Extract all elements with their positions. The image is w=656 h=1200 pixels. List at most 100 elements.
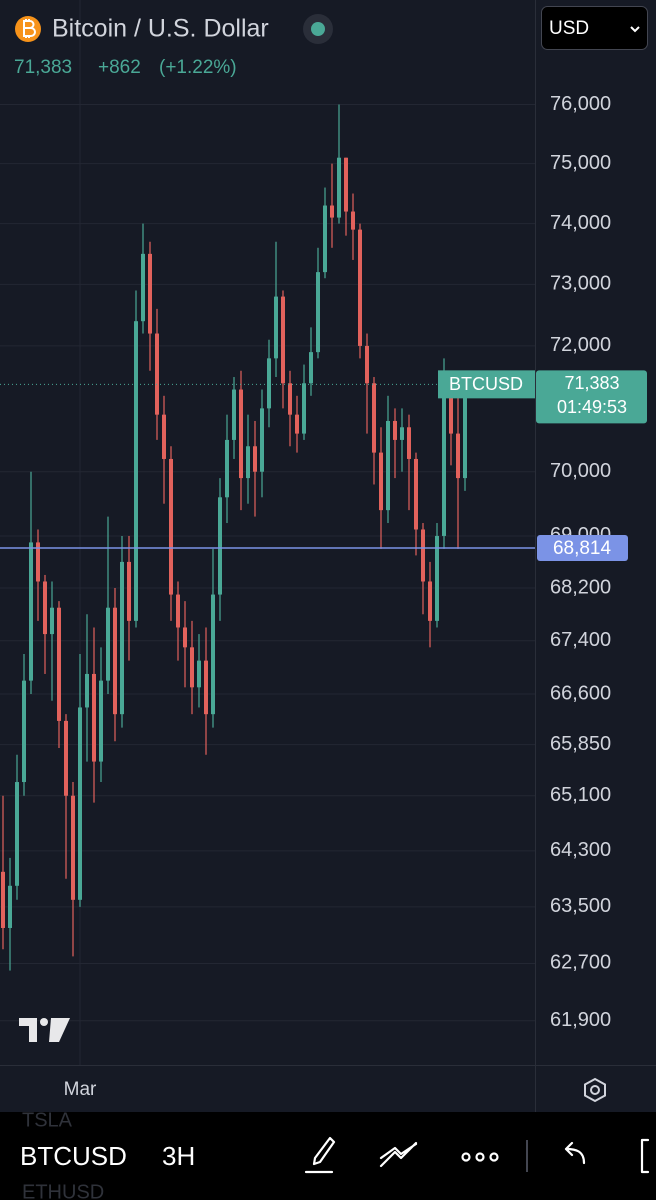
candle-body — [85, 673, 89, 708]
candle-body — [428, 581, 432, 621]
price-overlays: 68,814 BTCUSD 71,383 01:49:53 — [0, 370, 647, 562]
last-price-tag — [536, 370, 647, 424]
price-axis: 61,900 62,700 63,500 64,300 65,100 65,850 66,6… — [550, 93, 611, 1031]
y-tick-label: 63,500 — [550, 895, 611, 917]
y-tick-label: 64,300 — [550, 839, 611, 861]
countdown: 01:49:53 — [557, 397, 627, 417]
candle-body — [435, 535, 439, 621]
candle-body — [57, 607, 61, 721]
symbol-picker[interactable]: BTCUSD — [20, 1141, 127, 1171]
fullscreen-button[interactable] — [640, 1138, 650, 1174]
settings-icon[interactable] — [584, 1077, 606, 1103]
symbol-tag-label: BTCUSD — [449, 374, 523, 394]
y-tick-label: 68,200 — [550, 576, 611, 598]
candle-body — [183, 627, 187, 648]
y-tick-label: 74,000 — [550, 212, 611, 234]
logo-t — [19, 1018, 37, 1042]
candle-body — [358, 229, 362, 346]
candle-body — [169, 458, 173, 595]
settings-button[interactable] — [584, 1077, 606, 1103]
candle-body — [127, 561, 131, 621]
candle-body — [176, 594, 180, 628]
currency-label[interactable]: USD — [549, 18, 589, 39]
more-dot[interactable] — [461, 1152, 471, 1162]
tv-logo — [19, 1018, 70, 1042]
candle-body — [372, 383, 376, 453]
candle-body — [302, 383, 306, 434]
candle-body — [99, 680, 103, 762]
trend-tool[interactable] — [379, 1141, 418, 1168]
candle-body — [449, 389, 453, 434]
candle-body — [50, 607, 54, 635]
more-dot[interactable] — [475, 1152, 485, 1162]
y-tick-label: 73,000 — [550, 273, 611, 295]
symbol-tag — [438, 370, 535, 399]
candle-body — [71, 795, 75, 900]
candle-body — [15, 782, 19, 886]
last-price: 71,383 — [14, 57, 72, 78]
candle-body — [267, 358, 271, 409]
y-tick-label: 67,400 — [550, 629, 611, 651]
candle-body — [407, 427, 411, 459]
undo-button[interactable] — [564, 1141, 586, 1165]
candle-body — [120, 561, 124, 715]
candle-body — [288, 383, 292, 415]
price-line-label: 68,814 — [553, 538, 612, 559]
candle-body — [162, 414, 166, 459]
candle-body — [43, 581, 47, 635]
price-line-tag — [537, 535, 628, 562]
candle-body — [64, 720, 68, 796]
y-tick-label: 62,700 — [550, 952, 611, 974]
candle-body — [134, 321, 138, 621]
candle-body — [106, 607, 110, 681]
candle-body — [323, 205, 327, 273]
candle-body — [239, 389, 243, 479]
logo-dot — [40, 1018, 48, 1026]
candle-body — [36, 542, 40, 582]
currency-select[interactable]: USD — [541, 6, 648, 50]
draw-tool[interactable] — [304, 1136, 336, 1174]
candle-body — [400, 427, 404, 440]
candle-body — [330, 205, 334, 218]
candle-body — [274, 296, 278, 359]
candle-body — [232, 389, 236, 440]
candle-body — [351, 211, 355, 230]
y-tick-label: 65,850 — [550, 733, 611, 755]
candle-body — [29, 542, 33, 681]
candle-body — [113, 607, 117, 715]
y-tick-label: 61,900 — [550, 1009, 611, 1031]
market-status-dot — [311, 22, 325, 36]
candle-body — [155, 333, 159, 415]
candle-body — [456, 433, 460, 479]
candle-body — [225, 439, 229, 498]
logo-v — [49, 1018, 70, 1042]
more-dot[interactable] — [489, 1152, 499, 1162]
candle-body — [190, 647, 194, 688]
currency-button[interactable] — [541, 6, 648, 50]
candle-body — [414, 458, 418, 530]
candles — [1, 104, 467, 971]
symbol-title[interactable]: Bitcoin / U.S. Dollar — [52, 15, 269, 43]
symbol-prev[interactable]: TSLA — [22, 1109, 73, 1131]
candle-body — [204, 660, 208, 715]
candle-body — [246, 446, 250, 479]
interval-picker[interactable]: 3H — [162, 1141, 195, 1171]
candle-body — [295, 414, 299, 434]
candle-body — [211, 594, 215, 715]
candle-body — [92, 673, 96, 762]
candle-body — [379, 452, 383, 511]
candle-body — [78, 707, 82, 900]
candle-body — [141, 253, 145, 322]
symbol-next[interactable]: ETHUSD — [22, 1181, 104, 1200]
y-tick-label: 76,000 — [550, 93, 611, 115]
candle-body — [337, 157, 341, 218]
candle-body — [253, 446, 257, 472]
candle-body — [393, 420, 397, 440]
candle-body — [197, 660, 201, 688]
y-tick-label: 75,000 — [550, 152, 611, 174]
candle-body — [463, 384, 467, 479]
candle-body — [316, 272, 320, 353]
candle-body — [281, 296, 285, 384]
candle-body — [442, 389, 446, 536]
